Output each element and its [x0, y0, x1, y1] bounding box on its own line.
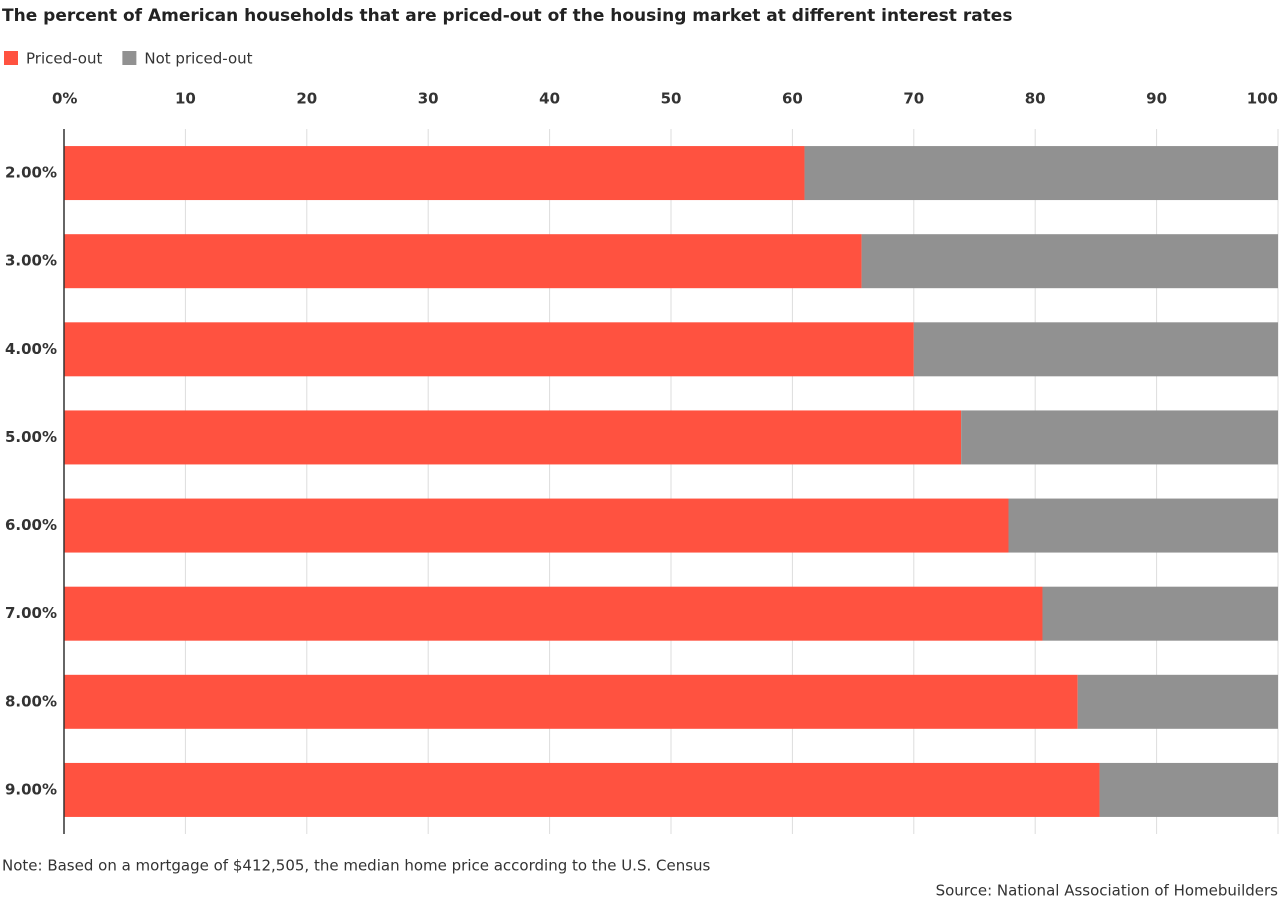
- bar: [64, 322, 914, 377]
- y-tick-label: 5.00%: [5, 428, 57, 446]
- y-tick-label: 7.00%: [5, 604, 57, 622]
- bar: [64, 674, 1078, 729]
- bar: [64, 498, 1009, 553]
- y-tick-label: 4.00%: [5, 340, 57, 358]
- bar: [64, 586, 1043, 641]
- bar: [804, 146, 1278, 201]
- note: Note: Based on a mortgage of $412,505, t…: [2, 857, 711, 875]
- x-tick-label: 100: [1247, 90, 1278, 108]
- x-tick-label: 20: [296, 90, 317, 108]
- bar: [1099, 762, 1278, 817]
- bar: [64, 234, 862, 289]
- bar: [64, 762, 1100, 817]
- y-tick-label: 9.00%: [5, 780, 57, 798]
- y-tick-label: 6.00%: [5, 516, 57, 534]
- x-tick-label: 0%: [52, 90, 77, 108]
- legend-label: Priced-out: [26, 50, 102, 68]
- y-tick-label: 3.00%: [5, 252, 57, 270]
- x-tick-label: 90: [1146, 90, 1167, 108]
- bar: [1008, 498, 1278, 553]
- bar: [861, 234, 1278, 289]
- x-tick-label: 10: [175, 90, 196, 108]
- bar: [1042, 586, 1278, 641]
- bar: [64, 410, 962, 465]
- x-tick-label: 30: [418, 90, 439, 108]
- x-tick-label: 60: [782, 90, 803, 108]
- y-tick-label: 8.00%: [5, 692, 57, 710]
- y-tick-label: 2.00%: [5, 164, 57, 182]
- x-tick-label: 50: [661, 90, 682, 108]
- legend-label: Not priced-out: [144, 50, 252, 68]
- chart-title: The percent of American households that …: [2, 6, 1012, 26]
- x-tick-label: 40: [539, 90, 560, 108]
- bar: [1077, 674, 1278, 729]
- legend-swatch: [122, 51, 137, 65]
- bar: [913, 322, 1278, 377]
- bar: [961, 410, 1278, 465]
- bar: [64, 146, 805, 201]
- legend-swatch: [4, 51, 18, 65]
- source: Source: National Association of Homebuil…: [936, 882, 1279, 900]
- x-tick-label: 70: [903, 90, 924, 108]
- x-tick-label: 80: [1025, 90, 1046, 108]
